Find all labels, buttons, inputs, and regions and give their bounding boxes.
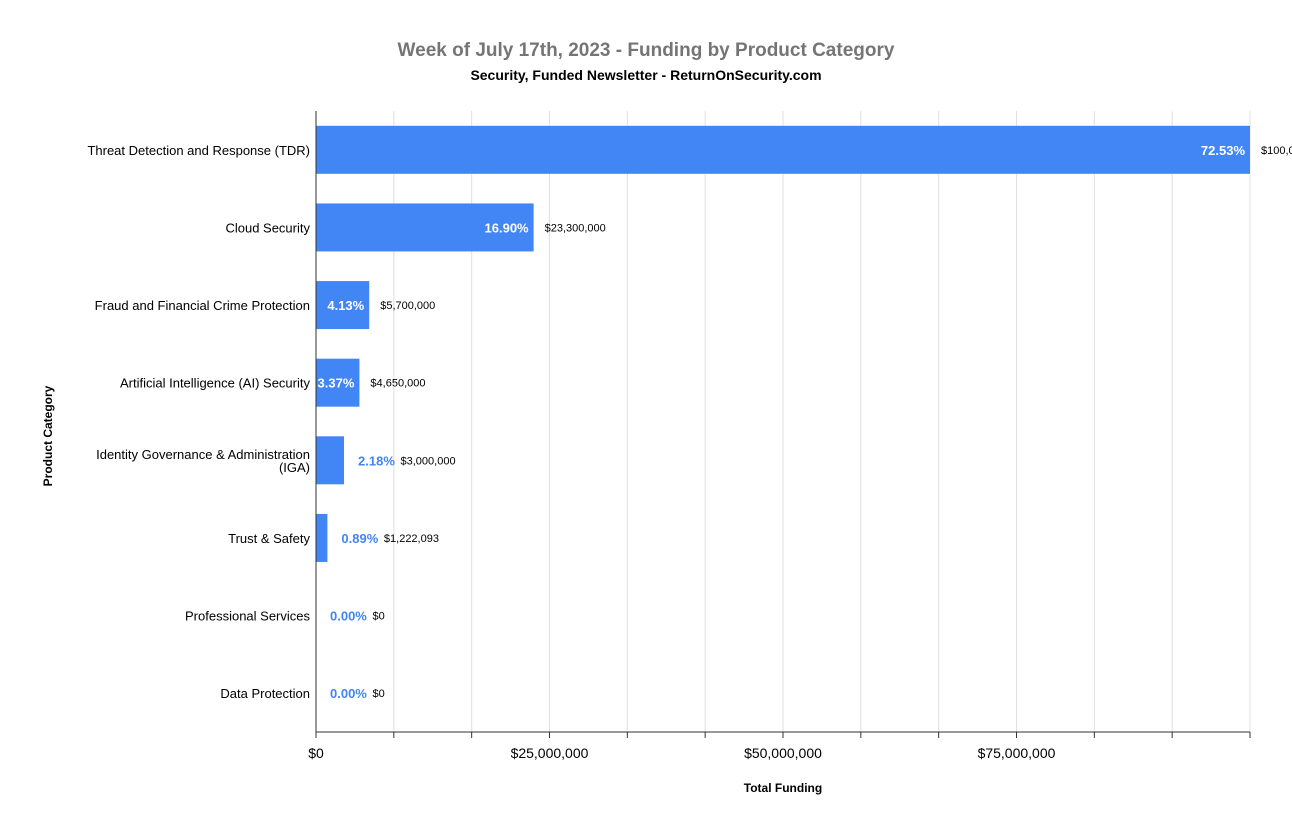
x-tick-label: $50,000,000 [744, 745, 822, 761]
value-label: $1,222,093 [384, 533, 439, 545]
bar [316, 203, 534, 252]
bar [316, 125, 1250, 174]
bar [316, 281, 370, 330]
value-label: $0 [373, 611, 385, 623]
y-axis-title: Product Category [41, 385, 55, 486]
value-label: $0 [373, 688, 385, 700]
percent-label: 0.00% [330, 609, 367, 624]
category-label: Threat Detection and Response (TDR) [87, 143, 310, 158]
bar [316, 513, 328, 562]
category-label: Cloud Security [225, 220, 310, 235]
value-label: $5,700,000 [380, 300, 435, 312]
x-tick-label: $0 [308, 745, 324, 761]
category-label: Identity Governance & Administration [96, 447, 310, 462]
x-tick-label: $75,000,000 [978, 745, 1056, 761]
value-label: $100,000,000 [1261, 145, 1292, 157]
axes [315, 111, 1251, 738]
category-label: (IGA) [279, 460, 310, 475]
percent-label: 4.13% [327, 298, 364, 313]
chart-title: Week of July 17th, 2023 - Funding by Pro… [398, 40, 895, 61]
x-axis-title: Total Funding [744, 781, 822, 795]
labels: $0 $25,000,000 $50,000,000 $75,000,000 Threa… [87, 143, 1292, 761]
value-label: $4,650,000 [370, 378, 425, 390]
bars [316, 125, 1250, 562]
category-label: Trust & Safety [228, 531, 310, 546]
chart-subtitle: Security, Funded Newsletter - ReturnOnSe… [470, 67, 821, 83]
category-label: Artificial Intelligence (AI) Security [120, 376, 311, 391]
category-label: Data Protection [220, 686, 310, 701]
percent-label: 2.18% [358, 453, 395, 468]
category-label: Fraud and Financial Crime Protection [95, 298, 310, 313]
percent-label: 3.37% [318, 376, 355, 391]
category-label: Professional Services [185, 609, 310, 624]
x-tick-label: $25,000,000 [511, 745, 589, 761]
percent-label: 72.53% [1201, 143, 1246, 158]
value-label: $3,000,000 [401, 455, 456, 467]
percent-label: 0.89% [341, 531, 378, 546]
value-label: $23,300,000 [545, 222, 606, 234]
percent-label: 16.90% [485, 220, 530, 235]
percent-label: 0.00% [330, 686, 367, 701]
bar [316, 436, 345, 485]
bar [316, 358, 360, 407]
